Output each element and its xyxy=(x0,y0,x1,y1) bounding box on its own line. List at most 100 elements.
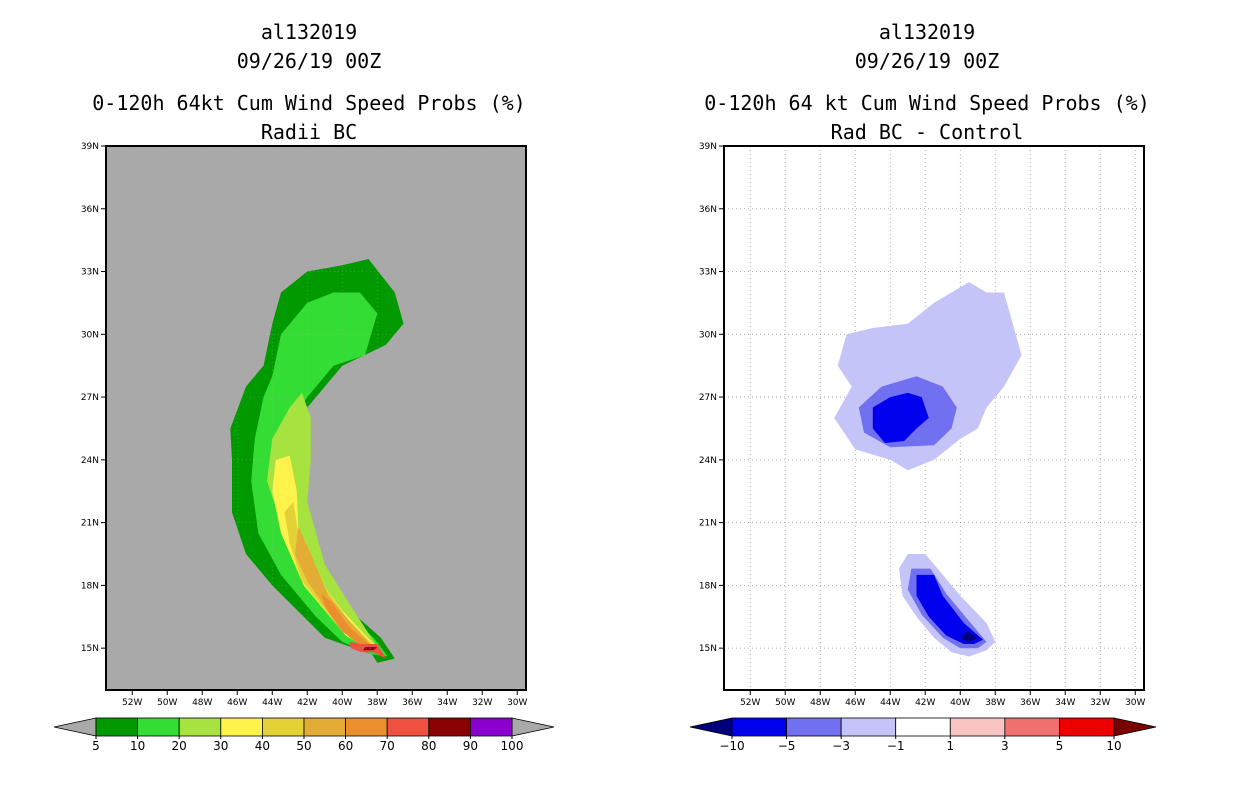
colorbar-label: 60 xyxy=(338,739,353,753)
y-tick-label: 18N xyxy=(81,581,99,591)
colorbar: 5 10 20 30 40 50 60 70 80 90 100 xyxy=(53,717,555,753)
x-tick-label: 40W xyxy=(332,698,352,708)
x-tick-label: 44W xyxy=(262,698,282,708)
y-tick-label: 27N xyxy=(699,393,717,403)
colorbar-over-arrow xyxy=(511,717,555,737)
colorbar-swatch xyxy=(428,717,471,737)
x-tick-label: 44W xyxy=(880,698,900,708)
x-tick-label: 40W xyxy=(950,698,970,708)
contour-region-2 xyxy=(267,392,376,653)
x-tick-label: 30W xyxy=(1125,698,1145,708)
y-tick-label: 30N xyxy=(699,330,717,340)
right-chart-subtitle: Rad BC - Control xyxy=(830,120,1024,144)
x-tick-label: 52W xyxy=(740,698,760,708)
right-storm-id: al132019 xyxy=(878,20,976,44)
x-tick-label: 38W xyxy=(985,698,1005,708)
contour-fills xyxy=(230,259,404,663)
left-probability-map: 52W 50W 48W 46W 44W 42W 40W 38W 36W 34W 32W 30W 39N 3… xyxy=(53,142,555,753)
y-tick-label: 33N xyxy=(81,268,99,278)
x-tick-label: 46W xyxy=(227,698,247,708)
colorbar-label: 5 xyxy=(1056,739,1064,753)
colorbar-label: −1 xyxy=(887,739,905,753)
y-tick-label: 36N xyxy=(81,205,99,215)
x-tick-label: 38W xyxy=(367,698,387,708)
y-tick-label: 30N xyxy=(81,330,99,340)
colorbar-swatch xyxy=(895,717,951,737)
colorbar-label: 50 xyxy=(296,739,311,753)
x-tick-label: 32W xyxy=(472,698,492,708)
contour-region-5 xyxy=(916,574,983,644)
contour-region-9 xyxy=(368,648,372,650)
colorbar-swatch xyxy=(469,717,513,737)
colorbar-label: 40 xyxy=(255,739,270,753)
contour-region-6 xyxy=(321,593,369,651)
x-tick-label: 36W xyxy=(1020,698,1040,708)
x-tick-label: 42W xyxy=(915,698,935,708)
contour-region-0 xyxy=(230,259,404,663)
right-difference-map: 52W 50W 48W 46W 44W 42W 40W 38W 36W 34W 32W 30W 39N 3… xyxy=(689,142,1157,753)
contour-fills xyxy=(834,282,1022,657)
colorbar-label: 5 xyxy=(92,739,100,753)
colorbar-label: 10 xyxy=(1106,739,1121,753)
colorbar-swatch xyxy=(178,717,222,737)
y-tick-label: 15N xyxy=(699,644,717,654)
x-tick-label: 50W xyxy=(157,698,177,708)
right-chart-panel: al132019 09/26/19 00Z 0-120h 64 kt Cum W… xyxy=(618,0,1236,800)
contour-region-3 xyxy=(272,455,374,651)
x-tick-label: 50W xyxy=(775,698,795,708)
colorbar-swatch xyxy=(137,717,180,737)
x-tick-label: 48W xyxy=(192,698,212,708)
colorbar-label: 90 xyxy=(463,739,478,753)
right-datetime: 09/26/19 00Z xyxy=(854,49,1000,73)
colorbar-label: 80 xyxy=(421,739,436,753)
colorbar-swatch xyxy=(261,717,305,737)
y-tick-label: 18N xyxy=(699,581,717,591)
contour-region-7 xyxy=(349,641,386,659)
x-tick-label: 36W xyxy=(402,698,422,708)
y-tick-label: 36N xyxy=(699,205,717,215)
colorbar-under-arrow xyxy=(53,717,97,737)
left-chart-title: 0-120h 64kt Cum Wind Speed Probs (%) xyxy=(92,91,526,115)
colorbar-label: −3 xyxy=(832,739,850,753)
x-tick-label: 32W xyxy=(1090,698,1110,708)
colorbar-label: −5 xyxy=(778,739,796,753)
plot-frame xyxy=(105,145,527,691)
contour-region-5 xyxy=(295,526,371,651)
plot-frame xyxy=(723,145,1145,691)
left-storm-id: al132019 xyxy=(260,20,358,44)
colorbar-swatch xyxy=(840,717,897,737)
colorbar-swatch xyxy=(1004,717,1060,737)
x-tick-label: 48W xyxy=(810,698,830,708)
grid-lines xyxy=(106,145,526,690)
x-tick-label: 42W xyxy=(297,698,317,708)
colorbar-swatch xyxy=(95,717,138,737)
colorbar-swatch xyxy=(303,717,346,737)
x-tick-label: 46W xyxy=(845,698,865,708)
x-tick-label: 34W xyxy=(1055,698,1075,708)
contour-region-4 xyxy=(284,501,372,651)
y-tick-label: 27N xyxy=(81,393,99,403)
colorbar: −10 −5 −3 −1 1 3 5 10 xyxy=(689,717,1157,753)
colorbar-swatch xyxy=(345,717,388,737)
contour-region-1 xyxy=(251,292,388,657)
y-tick-label: 21N xyxy=(699,519,717,529)
colorbar-label: 100 xyxy=(501,739,524,753)
x-tick-label: 34W xyxy=(437,698,457,708)
colorbar-swatch xyxy=(1059,717,1115,737)
colorbar-label: 10 xyxy=(130,739,145,753)
contour-region-2 xyxy=(872,392,929,444)
y-tick-label: 21N xyxy=(81,519,99,529)
left-chart-subtitle: Radii BC xyxy=(260,120,358,144)
y-tick-label: 24N xyxy=(81,456,99,466)
y-tick-label: 24N xyxy=(699,456,717,466)
x-tick-label: 52W xyxy=(122,698,142,708)
colorbar-label: 20 xyxy=(172,739,187,753)
colorbar-under-arrow xyxy=(689,717,733,737)
left-chart-panel: al132019 09/26/19 00Z 0-120h 64kt Cum Wi… xyxy=(53,20,555,753)
colorbar-swatch xyxy=(949,717,1006,737)
colorbar-label: 1 xyxy=(946,739,954,753)
left-datetime: 09/26/19 00Z xyxy=(236,49,382,73)
colorbar-label: 30 xyxy=(213,739,228,753)
x-tick-label: 30W xyxy=(507,698,527,708)
colorbar-label: 70 xyxy=(380,739,395,753)
